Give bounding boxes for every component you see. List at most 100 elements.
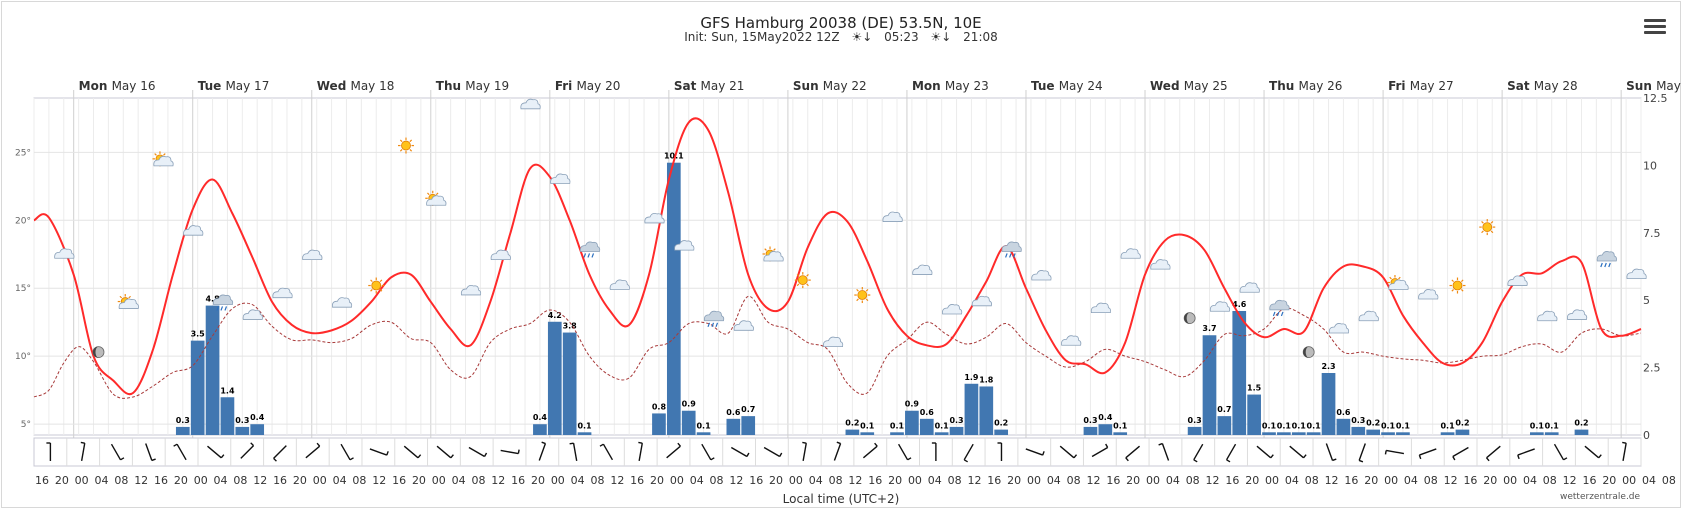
cloud-icon	[183, 225, 204, 236]
precip-bar	[250, 424, 265, 435]
hour-tick-label: 08	[829, 474, 843, 487]
precip-value-label: 0.2	[845, 419, 859, 428]
precip-value-label: 0.6	[1336, 408, 1351, 417]
precip-bar	[860, 432, 875, 435]
wind-barb-icon	[1091, 443, 1109, 458]
hour-tick-label: 04	[809, 474, 823, 487]
suncloud-icon	[1387, 275, 1409, 291]
cloud-icon	[912, 264, 933, 275]
precip-value-label: 0.7	[741, 405, 755, 414]
precip-bar	[220, 397, 235, 435]
precip-bar	[190, 340, 205, 435]
hour-tick-label: 16	[154, 474, 168, 487]
precip-bar	[726, 418, 741, 435]
hour-tick-label: 00	[908, 474, 922, 487]
wind-barb-icon	[701, 443, 715, 461]
day-label: Sat May 28	[1507, 79, 1578, 93]
hour-tick-label: 20	[293, 474, 307, 487]
precip-value-label: 3.5	[191, 330, 206, 339]
precip-bar	[845, 429, 860, 435]
hour-tick-label: 12	[967, 474, 981, 487]
hour-tick-label: 04	[571, 474, 585, 487]
precip-value-label: 0.1	[1277, 421, 1292, 430]
rain-icon	[703, 310, 725, 327]
hamburger-icon-line	[1644, 19, 1666, 22]
precip-bar	[1544, 432, 1559, 435]
y-right-tick-label: 0	[1643, 429, 1650, 442]
day-label: Fri May 20	[555, 79, 621, 93]
precip-value-label: 0.2	[1455, 419, 1469, 428]
cloud-icon	[823, 336, 844, 347]
wind-barb-icon	[1485, 445, 1501, 462]
precip-value-label: 0.6	[920, 408, 935, 417]
cloud-icon	[1507, 275, 1528, 286]
hour-tick-label: 04	[1047, 474, 1061, 487]
suncloud-icon	[762, 246, 784, 262]
precip-bar	[175, 426, 190, 435]
day-label: Sun May 22	[793, 79, 867, 93]
hour-tick-label: 04	[1404, 474, 1418, 487]
hour-tick-label: 16	[511, 474, 525, 487]
day-label: Sat May 21	[674, 79, 745, 93]
wind-barb-icon	[369, 448, 389, 456]
rain-icon	[1269, 299, 1290, 317]
precip-bar	[1574, 429, 1589, 435]
precip-bar	[1247, 394, 1261, 435]
cloud-icon	[272, 287, 293, 299]
day-label: Mon May 23	[912, 79, 989, 93]
precip-value-label: 0.1	[890, 421, 905, 430]
precip-bar	[533, 424, 547, 435]
hour-tick-label: 00	[1503, 474, 1517, 487]
wind-barb-icon	[1553, 443, 1568, 461]
hour-tick-label: 04	[95, 474, 109, 487]
wind-barb-icon	[1193, 443, 1204, 463]
hour-tick-label: 12	[1444, 474, 1458, 487]
hour-tick-label: 08	[1424, 474, 1438, 487]
wind-barb-icon	[1059, 445, 1078, 459]
sunset-time: 21:08	[963, 30, 998, 44]
precip-bar	[1336, 418, 1351, 435]
temperature-line	[33, 117, 1642, 396]
hour-tick-label: 08	[948, 474, 962, 487]
hour-tick-label: 08	[710, 474, 724, 487]
precip-bar	[1262, 432, 1276, 435]
hour-tick-label: 16	[1106, 474, 1120, 487]
wind-barb-icon	[862, 442, 878, 459]
cloud-icon	[550, 173, 571, 184]
hour-tick-label: 00	[1384, 474, 1398, 487]
wind-barb-icon	[468, 446, 488, 458]
hour-tick-label: 16	[392, 474, 406, 487]
cloud-icon	[331, 297, 353, 308]
precip-value-label: 0.2	[1366, 419, 1380, 428]
wind-barb-icon	[931, 442, 937, 461]
sunrise-icon: ☀↓	[851, 30, 873, 44]
cloud-icon	[242, 309, 263, 320]
hour-tick-label: 00	[75, 474, 89, 487]
precip-value-label: 0.3	[949, 416, 963, 425]
hour-tick-label: 20	[1364, 474, 1378, 487]
hour-tick-label: 20	[1602, 474, 1616, 487]
cloud-icon	[644, 212, 665, 224]
wind-barb-icon	[897, 443, 912, 461]
chart-menu-button[interactable]	[1644, 16, 1666, 36]
precip-bar	[577, 432, 592, 435]
precip-bar	[949, 426, 964, 435]
day-label: Wed May 18	[317, 79, 395, 93]
hour-tick-label: 16	[1582, 474, 1596, 487]
y-right-tick-label: 2.5	[1643, 362, 1661, 375]
day-label: Fri May 27	[1388, 79, 1454, 93]
hour-tick-label: 20	[174, 474, 188, 487]
hour-tick-label: 08	[1543, 474, 1557, 487]
precip-value-label: 0.1	[935, 421, 950, 430]
wind-barb-icon	[207, 445, 225, 459]
rain-icon	[212, 294, 234, 311]
precip-bar	[1232, 310, 1247, 435]
day-label: Tue May 24	[1031, 79, 1103, 93]
precip-value-label: 2.3	[1321, 362, 1335, 371]
precip-value-label: 0.2	[994, 419, 1008, 428]
wind-barb-icon	[340, 443, 354, 461]
wind-barb-icon	[1025, 448, 1045, 456]
hour-tick-label: 00	[194, 474, 208, 487]
moon-icon	[1183, 312, 1196, 325]
hour-tick-label: 16	[35, 474, 49, 487]
